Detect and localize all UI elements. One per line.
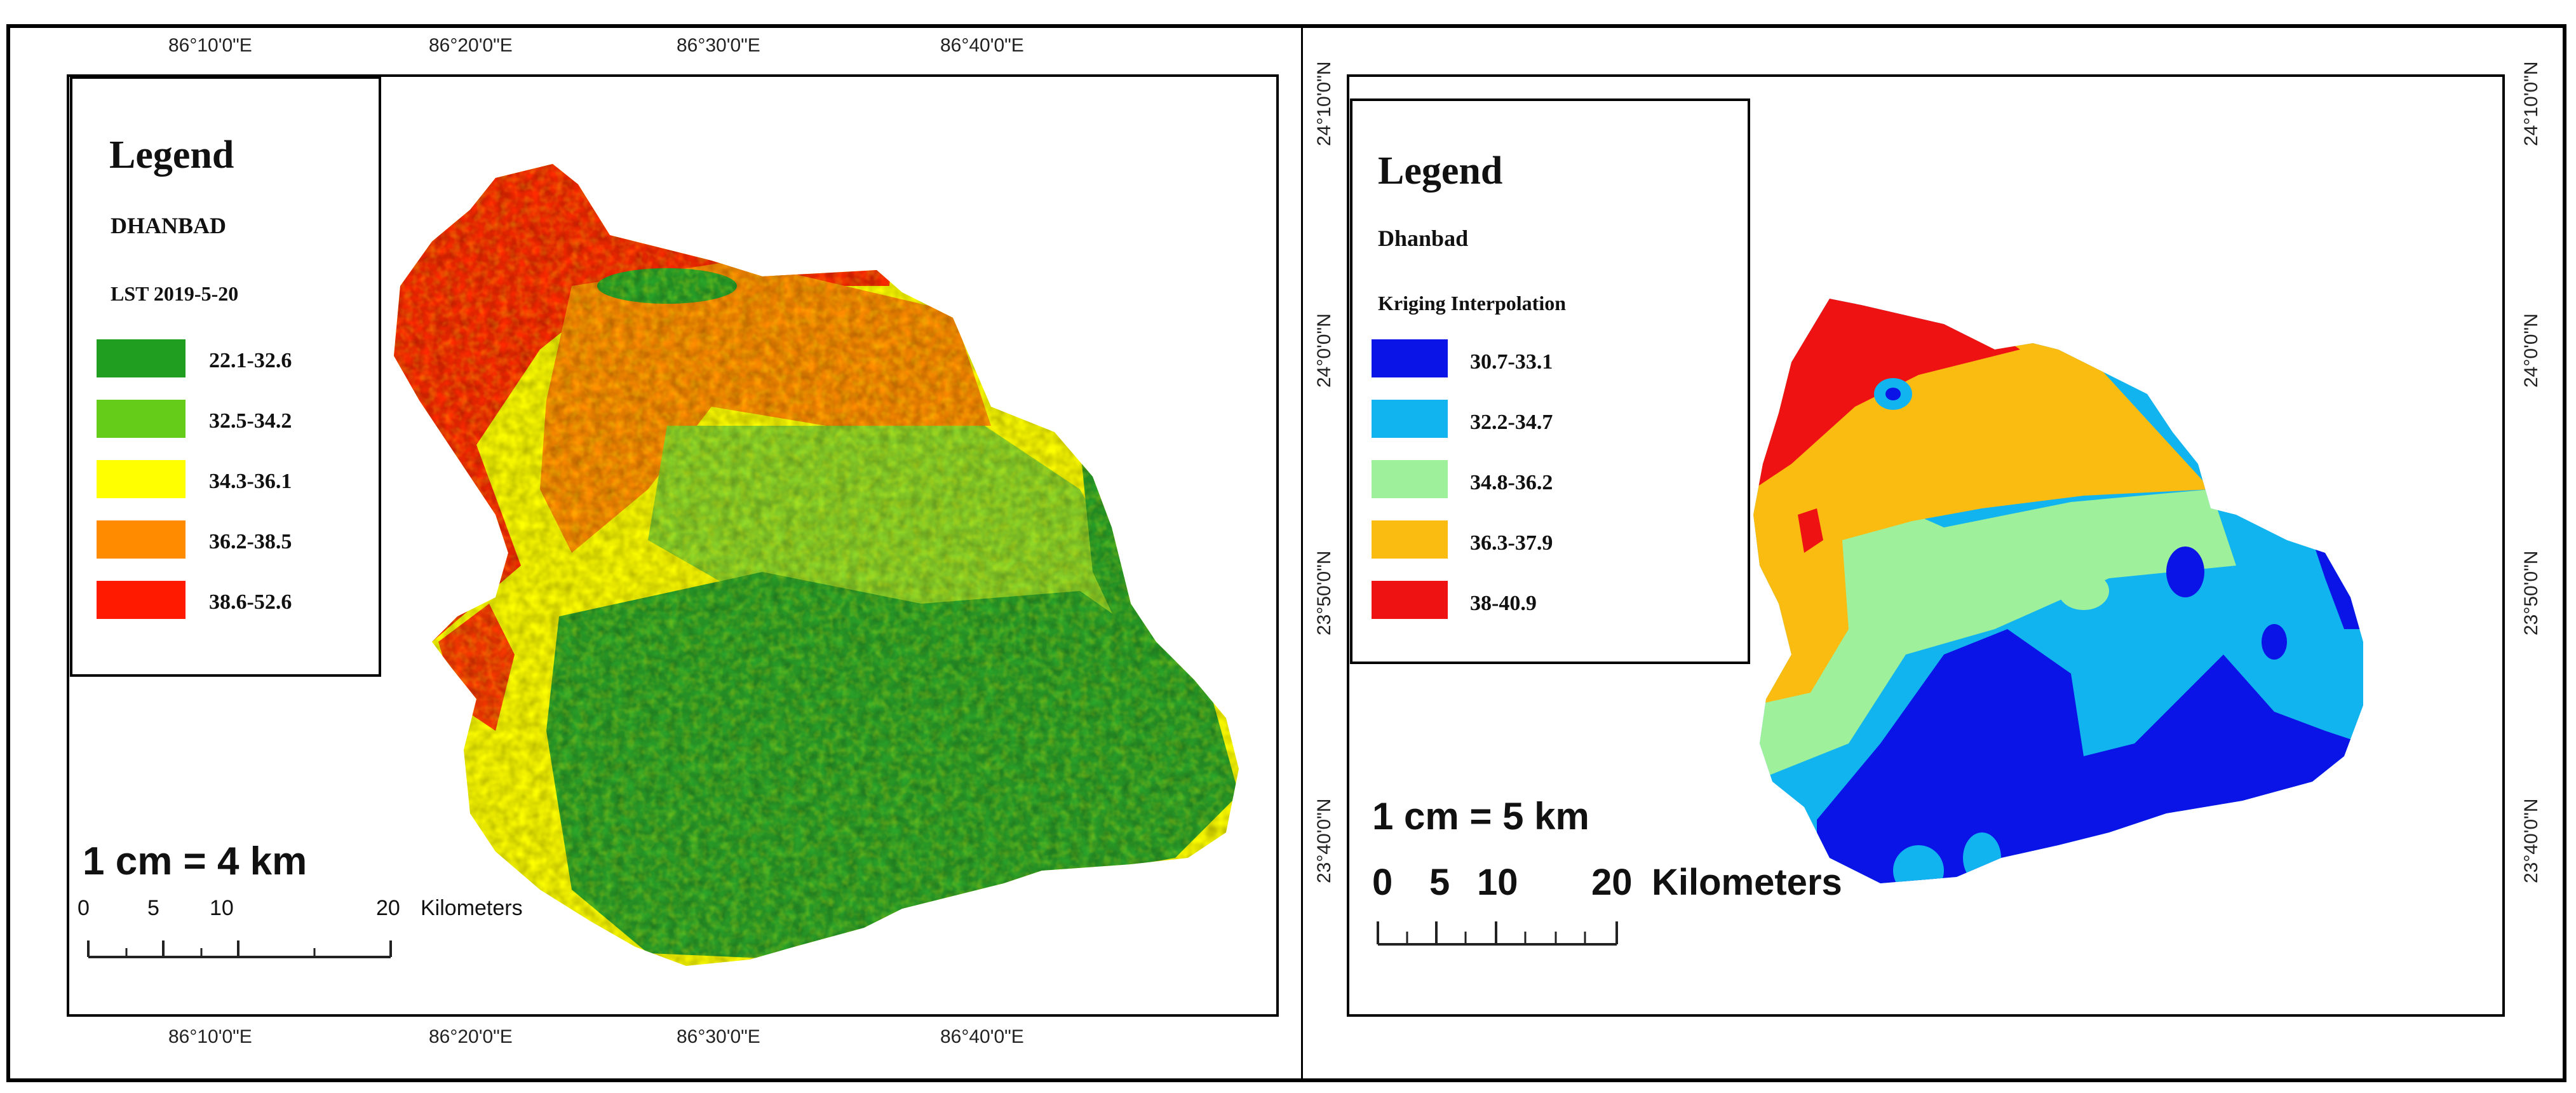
legend-swatch bbox=[1372, 581, 1448, 619]
legend-swatch bbox=[1372, 520, 1448, 559]
legend-swatch bbox=[1372, 339, 1448, 377]
legend-title: Legend bbox=[1378, 149, 1503, 193]
legend-class-label: 36.2-38.5 bbox=[209, 530, 292, 553]
legend-class-label: 36.3-37.9 bbox=[1470, 531, 1553, 555]
left-tick-label: 23°50'0"N bbox=[1314, 550, 1335, 635]
lst-legend: Legend DHANBAD LST 2019-5-20 22.1-32.6 3… bbox=[70, 76, 381, 677]
scale-unit: Kilometers bbox=[421, 896, 523, 920]
legend-swatch bbox=[1372, 460, 1448, 498]
scale-tick-label: 0 bbox=[78, 896, 90, 920]
legend-swatch bbox=[97, 581, 185, 619]
legend-swatch bbox=[97, 339, 185, 377]
right-tick-label: 24°10'0"N bbox=[2521, 61, 2542, 146]
scale-tick-label: 5 bbox=[1429, 862, 1450, 903]
left-tick-label: 24°0'0"N bbox=[1314, 313, 1335, 388]
scale-ratio: 1 cm = 4 km bbox=[83, 839, 307, 883]
legend-class-label: 32.5-34.2 bbox=[209, 409, 292, 433]
legend-region: DHANBAD bbox=[111, 213, 227, 238]
kriging-legend: Legend Dhanbad Kriging Interpolation 30.… bbox=[1350, 98, 1750, 664]
legend-class-label: 34.3-36.1 bbox=[209, 470, 292, 493]
legend-layer: Kriging Interpolation bbox=[1378, 292, 1567, 315]
legend-swatch bbox=[97, 520, 185, 559]
scale-tick-label: 5 bbox=[147, 896, 159, 920]
legend-title: Legend bbox=[109, 133, 234, 177]
legend-class-label: 34.8-36.2 bbox=[1470, 471, 1553, 494]
legend-swatch bbox=[97, 460, 185, 498]
legend-class-label: 22.1-32.6 bbox=[209, 349, 292, 372]
legend-class-label: 38.6-52.6 bbox=[209, 590, 292, 614]
top-tick-label: 86°20'0"E bbox=[429, 35, 513, 56]
scale-tick-label: 0 bbox=[1372, 862, 1393, 903]
top-tick-label: 86°40'0"E bbox=[940, 35, 1024, 56]
right-tick-label: 23°40'0"N bbox=[2521, 798, 2542, 883]
scale-tick-label: 20 bbox=[376, 896, 400, 920]
scale-tick-label: 20 bbox=[1591, 862, 1633, 903]
scale-tick-label: 10 bbox=[1477, 862, 1518, 903]
legend-class-label: 38-40.9 bbox=[1470, 592, 1537, 615]
scale-bar bbox=[87, 940, 392, 958]
kriging-map bbox=[1753, 299, 2363, 883]
legend-swatch bbox=[1372, 400, 1448, 438]
bottom-tick-label: 86°20'0"E bbox=[429, 1026, 513, 1047]
legend-class-label: 32.2-34.7 bbox=[1470, 411, 1553, 434]
top-tick-label: 86°10'0"E bbox=[168, 35, 252, 56]
scale-unit: Kilometers bbox=[1652, 862, 1842, 903]
right-tick-label: 24°0'0"N bbox=[2521, 313, 2542, 388]
legend-region: Dhanbad bbox=[1378, 226, 1469, 251]
scale-ratio: 1 cm = 5 km bbox=[1372, 795, 1589, 838]
right-tick-label: 23°50'0"N bbox=[2521, 550, 2542, 635]
lst-raster-map bbox=[394, 164, 1239, 966]
legend-class-label: 30.7-33.1 bbox=[1470, 350, 1553, 374]
legend-layer: LST 2019-5-20 bbox=[111, 282, 239, 305]
scale-tick-label: 10 bbox=[210, 896, 234, 920]
scale-bar bbox=[1377, 921, 1618, 946]
legend-swatch bbox=[97, 400, 185, 438]
bottom-tick-label: 86°10'0"E bbox=[168, 1026, 252, 1047]
panel-divider bbox=[1301, 24, 1303, 1082]
bottom-tick-label: 86°40'0"E bbox=[940, 1026, 1024, 1047]
top-tick-label: 86°30'0"E bbox=[677, 35, 760, 56]
bottom-tick-label: 86°30'0"E bbox=[677, 1026, 760, 1047]
left-tick-label: 23°40'0"N bbox=[1314, 798, 1335, 883]
left-tick-label: 24°10'0"N bbox=[1314, 61, 1335, 146]
